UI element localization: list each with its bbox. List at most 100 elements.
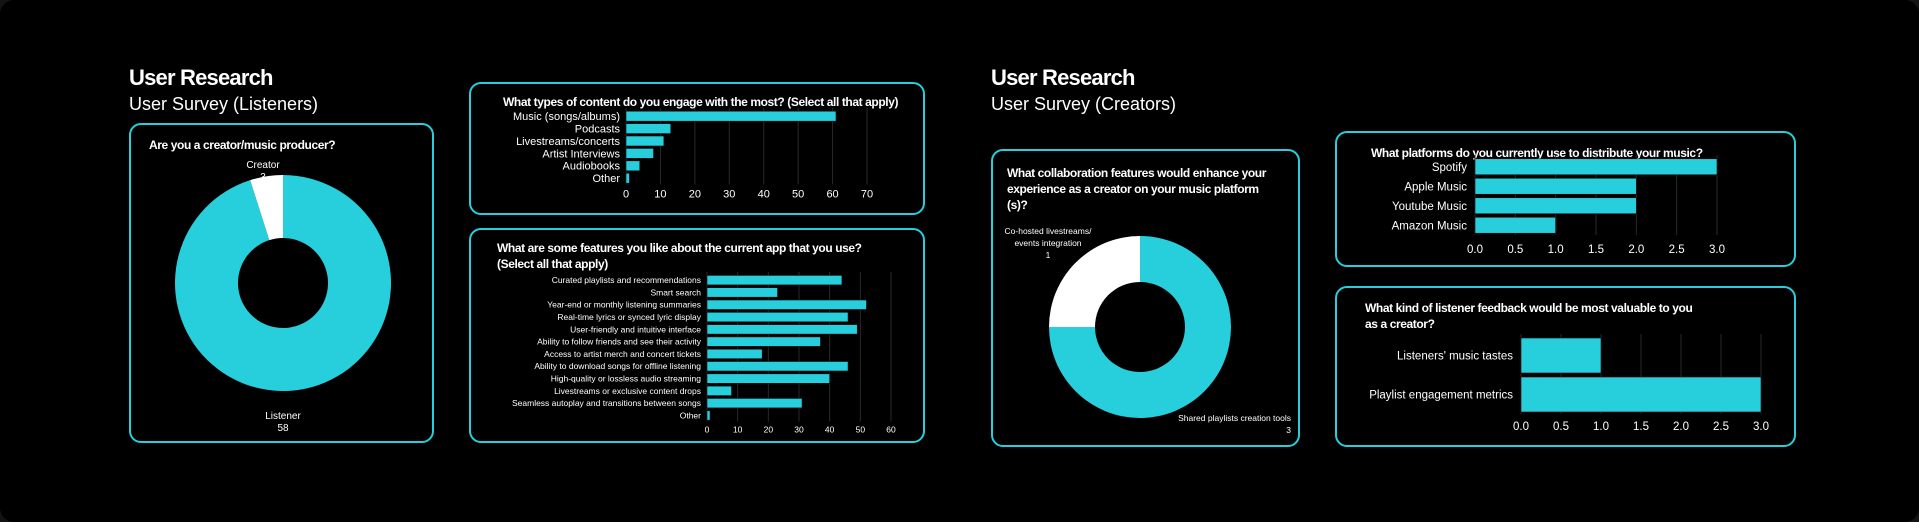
category-label-smart-search: Smart search: [650, 287, 701, 297]
bar-real-time-lyrics-or-synced-lyric-display: [706, 312, 849, 323]
category-label-audiobooks: Audiobooks: [563, 161, 621, 173]
category-label-apple-music: Apple Music: [1404, 181, 1467, 193]
bar-high-quality-or-lossless-audio-streaming: [706, 373, 830, 384]
x-tick-label: 2.5: [1713, 421, 1729, 433]
chart-collaboration-features: Shared playlists creation tools 3 Co-hoste…: [1005, 226, 1292, 435]
card-title: What kind of listener feedback would be …: [1365, 301, 1693, 331]
card-creator-producer: Are you a creator/music producer? Listen…: [129, 123, 434, 443]
slice-creator: [250, 175, 283, 241]
category-label-seamless-autoplay-and-transitions-between-songs: Seamless autoplay and transitions betwee…: [512, 398, 701, 408]
card-title: What types of content do you engage with…: [503, 95, 899, 109]
bar-livestreams-or-exclusive-content-drops: [706, 385, 732, 396]
card-listener-feedback: What kind of listener feedback would be …: [1335, 286, 1796, 447]
listeners-heading: User Research: [129, 65, 274, 90]
x-tick-label: 20: [689, 188, 701, 200]
bar-amazon-music: [1474, 216, 1556, 234]
creators-heading-group: User Research User Survey (Creators): [991, 66, 1176, 116]
x-tick-label: 0.0: [1467, 244, 1483, 256]
bar-other: [625, 172, 630, 184]
x-tick-label: 40: [758, 188, 770, 200]
category-label-year-end-or-monthly-listening-summaries: Year-end or monthly listening summaries: [547, 300, 701, 310]
x-tick-label: 1.0: [1593, 421, 1609, 433]
x-tick-label: 50: [792, 188, 804, 200]
x-tick-label: 1.5: [1588, 244, 1604, 256]
slice-label-listener: Listener: [265, 411, 301, 422]
creators-subheading: User Survey (Creators): [991, 94, 1177, 114]
bar-listeners-music-tastes: [1520, 337, 1602, 374]
bar-ability-to-follow-friends-and-see-their-activity: [706, 336, 821, 347]
bar-artist-interviews: [625, 148, 654, 159]
bar-livestreams-concerts: [625, 135, 665, 147]
category-label-access-to-artist-merch-and-concert-tickets: Access to artist merch and concert ticke…: [544, 349, 701, 359]
bar-curated-playlists-and-recommendations: [706, 275, 843, 286]
bar-user-friendly-and-intuitive-interface: [706, 324, 858, 335]
category-label-listeners-music-tastes: Listeners' music tastes: [1397, 351, 1513, 363]
bar-smart-search: [706, 287, 778, 298]
category-label-other: Other: [680, 410, 701, 420]
bar-audiobooks: [625, 160, 641, 172]
card-title: Are you a creator/music producer?: [149, 138, 336, 152]
slice-co-hosted-livestreams-events-integration: [1049, 236, 1140, 327]
x-tick-label: 50: [856, 425, 866, 435]
x-tick-label: 0.5: [1553, 421, 1569, 433]
card-collaboration-features: What collaboration features would enhanc…: [991, 149, 1300, 447]
category-label-other: Other: [592, 173, 620, 185]
x-tick-label: 0.5: [1507, 244, 1523, 256]
card-distribution-platforms: What platforms do you currently use to d…: [1335, 131, 1796, 267]
category-label-curated-playlists-and-recommendations: Curated playlists and recommendations: [552, 275, 701, 285]
listeners-heading-group: User Research User Survey (Listeners): [129, 66, 318, 116]
x-tick-label: 60: [826, 188, 838, 200]
bar-other: [706, 410, 711, 421]
slice-label-co-hosted-livestreams-events-integration: Co-hosted livestreams/: [1005, 226, 1093, 236]
slice-value-creator: 3: [260, 172, 266, 183]
slice-shared-playlists-creation-tools: [1049, 236, 1231, 418]
x-tick-label: 1.0: [1548, 244, 1564, 256]
bar-playlist-engagement-metrics: [1520, 376, 1762, 413]
x-tick-label: 10: [654, 188, 666, 200]
bar-music-songs-albums: [625, 110, 837, 122]
category-label-ability-to-download-songs-for-offline-listening: Ability to download songs for offline li…: [534, 361, 701, 371]
x-tick-label: 40: [825, 425, 835, 435]
slice-label-creator: Creator: [246, 160, 280, 171]
chart-current-app-features: 0 10 20 30 40 50 60 Curated playlists and recom…: [512, 272, 896, 435]
category-label-artist-interviews: Artist Interviews: [542, 148, 620, 160]
x-tick-label: 2.5: [1669, 244, 1685, 256]
chart-content-types: 0 10 20 30 40 50 60 70 Music (songs/albums)Podca…: [513, 108, 873, 200]
card-title: What are some features you like about th…: [497, 241, 862, 271]
card-content-types: What types of content do you engage with…: [469, 82, 925, 215]
x-tick-label: 0.0: [1513, 421, 1529, 433]
creators-heading: User Research: [991, 65, 1136, 90]
bar-ability-to-download-songs-for-offline-listening: [706, 361, 849, 372]
x-tick-label: 60: [886, 425, 896, 435]
card-title: What collaboration features would enhanc…: [1007, 166, 1266, 212]
category-label-user-friendly-and-intuitive-interface: User-friendly and intuitive interface: [570, 324, 701, 334]
bar-spotify: [1474, 158, 1718, 176]
bar-access-to-artist-merch-and-concert-tickets: [706, 348, 763, 359]
chart-listener-feedback: 0.0 0.5 1.0 1.5 2.0 2.5 3.0 Listeners' music ta…: [1369, 334, 1769, 433]
x-tick-label: 3.0: [1753, 421, 1769, 433]
slice-value-listener: 58: [277, 423, 289, 434]
category-label-livestreams-concerts: Livestreams/concerts: [516, 136, 620, 148]
category-label-podcasts: Podcasts: [575, 123, 621, 135]
category-label-playlist-engagement-metrics: Playlist engagement metrics: [1369, 390, 1513, 402]
category-label-amazon-music: Amazon Music: [1392, 220, 1468, 232]
x-tick-label: 2.0: [1628, 244, 1644, 256]
category-label-real-time-lyrics-or-synced-lyric-display: Real-time lyrics or synced lyric display: [557, 312, 701, 322]
bar-youtube-music: [1474, 197, 1637, 215]
slice-label-co-hosted-livestreams-events-integration: events integration: [1014, 238, 1081, 248]
x-tick-label: 20: [764, 425, 774, 435]
chart-distribution-platforms: 0.0 0.5 1.0 1.5 2.0 2.5 3.0 Spotify Apple Music Y…: [1392, 155, 1725, 256]
x-tick-label: 30: [723, 188, 735, 200]
x-tick-label: 30: [794, 425, 804, 435]
category-label-ability-to-follow-friends-and-see-their-activity: Ability to follow friends and see their …: [537, 337, 702, 347]
x-tick-label: 10: [733, 425, 743, 435]
category-label-high-quality-or-lossless-audio-streaming: High-quality or lossless audio streaming: [551, 374, 702, 384]
card-current-app-features: What are some features you like about th…: [469, 228, 925, 443]
slice-value-shared-playlists-creation-tools: 3: [1286, 425, 1291, 435]
x-tick-label: 1.5: [1633, 421, 1649, 433]
bar-podcasts: [625, 123, 672, 134]
category-label-livestreams-or-exclusive-content-drops: Livestreams or exclusive content drops: [554, 386, 701, 396]
bar-seamless-autoplay-and-transitions-between-songs: [706, 398, 803, 409]
